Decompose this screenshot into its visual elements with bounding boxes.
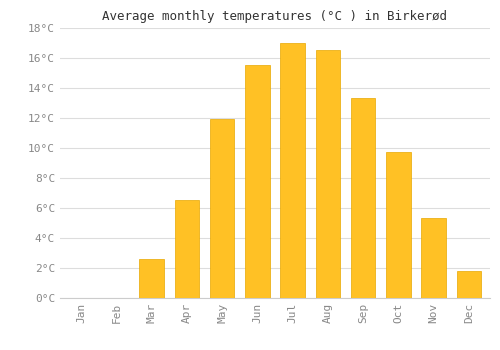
Bar [280, 43, 305, 298]
Bar [140, 259, 164, 298]
Bar [245, 65, 270, 298]
Bar [316, 50, 340, 298]
Bar [210, 119, 234, 298]
Bar [386, 152, 410, 298]
Title: Average monthly temperatures (°C ) in Birkerød: Average monthly temperatures (°C ) in Bi… [102, 10, 448, 23]
Bar [174, 200, 199, 298]
Bar [456, 271, 481, 298]
Bar [422, 218, 446, 298]
Bar [351, 98, 376, 298]
